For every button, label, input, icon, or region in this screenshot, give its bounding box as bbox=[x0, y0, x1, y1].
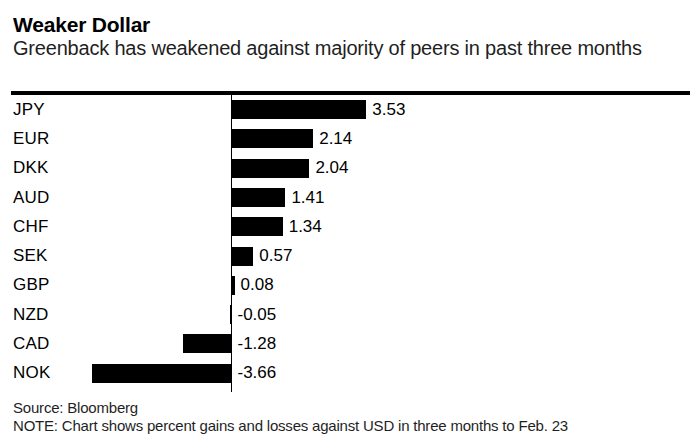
value-bar bbox=[183, 334, 232, 353]
value-bar bbox=[232, 217, 283, 236]
source-text: Source: Bloomberg bbox=[13, 399, 568, 417]
category-label: AUD bbox=[13, 188, 50, 208]
value-bar bbox=[232, 276, 235, 295]
bar-row: SEK 0.57 bbox=[0, 242, 697, 271]
value-label: 1.41 bbox=[291, 188, 324, 208]
value-label: 2.04 bbox=[315, 158, 348, 178]
bloomberg-bar-chart: Weaker Dollar Greenback has weakened aga… bbox=[0, 0, 697, 441]
bar-row: NOK -3.66 bbox=[0, 359, 697, 388]
category-label: DKK bbox=[13, 158, 49, 178]
value-bar bbox=[232, 188, 286, 207]
value-bar bbox=[232, 100, 367, 119]
chart-footer: Source: Bloomberg NOTE: Chart shows perc… bbox=[13, 399, 568, 434]
value-bar bbox=[92, 364, 232, 383]
category-label: JPY bbox=[13, 100, 45, 120]
value-bar bbox=[230, 305, 232, 324]
category-label: EUR bbox=[13, 129, 50, 149]
value-label: 2.14 bbox=[319, 129, 352, 149]
value-label: 3.53 bbox=[372, 100, 405, 120]
note-text: NOTE: Chart shows percent gains and loss… bbox=[13, 417, 568, 435]
value-label: 0.57 bbox=[259, 246, 292, 266]
bar-row: NZD -0.05 bbox=[0, 300, 697, 329]
value-bar bbox=[232, 247, 254, 266]
chart-title: Weaker Dollar bbox=[13, 13, 150, 36]
bar-row: JPY 3.53 bbox=[0, 95, 697, 124]
category-label: NOK bbox=[13, 363, 50, 383]
category-label: SEK bbox=[13, 246, 48, 266]
value-label: 1.34 bbox=[289, 217, 322, 237]
category-label: GBP bbox=[13, 275, 50, 295]
bar-rows: JPY 3.53 EUR 2.14 DKK 2.04 AUD 1.41 CHF 1.34 SEK 0.… bbox=[0, 95, 697, 388]
bar-row: DKK 2.04 bbox=[0, 154, 697, 183]
chart-subtitle: Greenback has weakened against majority … bbox=[13, 37, 642, 60]
bar-row: GBP 0.08 bbox=[0, 271, 697, 300]
category-label: CHF bbox=[13, 217, 49, 237]
bar-row: AUD 1.41 bbox=[0, 183, 697, 212]
plot-area: JPY 3.53 EUR 2.14 DKK 2.04 AUD 1.41 CHF 1.34 SEK 0.… bbox=[0, 95, 697, 392]
value-label: -3.66 bbox=[238, 363, 277, 383]
bar-row: EUR 2.14 bbox=[0, 124, 697, 153]
value-label: 0.08 bbox=[241, 275, 274, 295]
value-label: -0.05 bbox=[238, 305, 277, 325]
category-label: NZD bbox=[13, 305, 49, 325]
bar-row: CHF 1.34 bbox=[0, 212, 697, 241]
value-bar bbox=[232, 159, 310, 178]
bar-row: CAD -1.28 bbox=[0, 329, 697, 358]
value-bar bbox=[232, 129, 314, 148]
value-label: -1.28 bbox=[238, 334, 277, 354]
category-label: CAD bbox=[13, 334, 50, 354]
